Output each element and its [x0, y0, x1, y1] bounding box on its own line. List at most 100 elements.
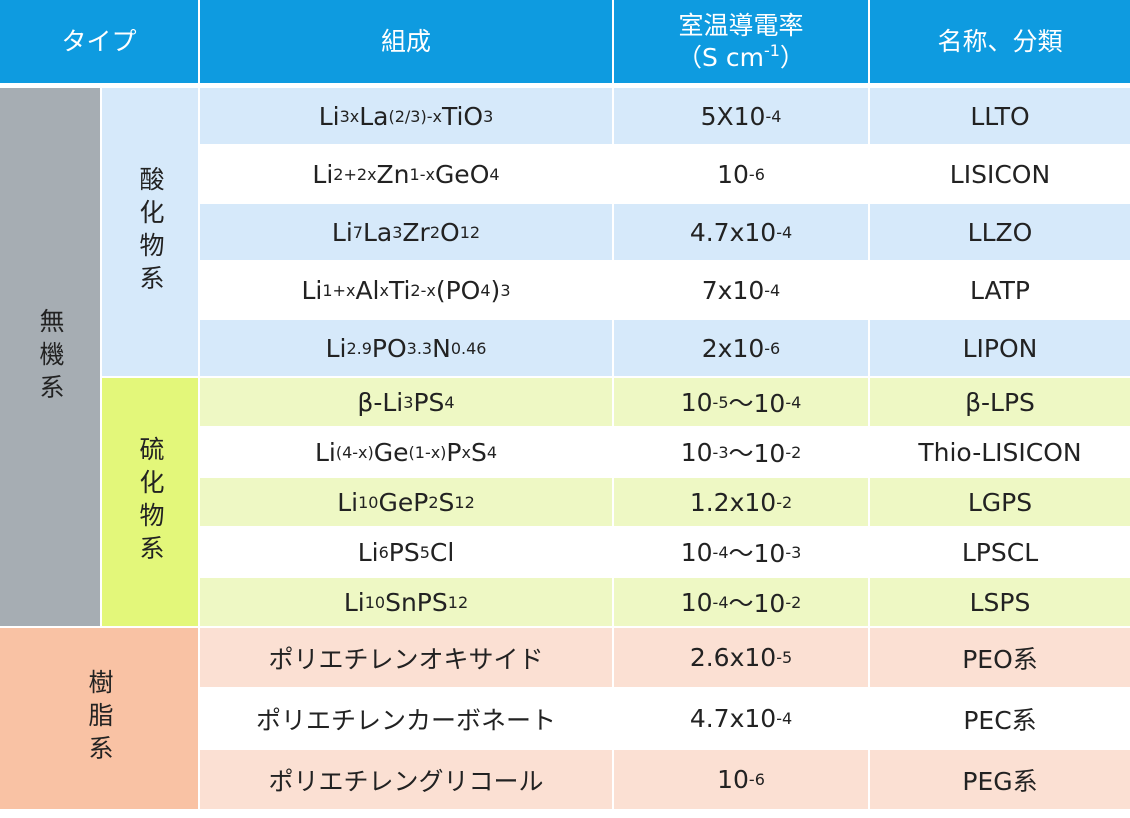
superscript: -5: [712, 392, 729, 412]
header-cell: 名称、分類: [870, 0, 1130, 83]
superscript: -4: [765, 106, 782, 126]
name-cell: LATP: [870, 262, 1130, 318]
subscript: 4: [486, 442, 498, 462]
text-part: Li: [301, 275, 323, 305]
subscript: 3: [483, 106, 494, 126]
text-part: Al: [355, 275, 380, 305]
conductivity-cell: 10 -6: [614, 146, 868, 202]
type-cell: 酸化物系: [102, 88, 198, 376]
text-part: Ti: [388, 275, 411, 305]
subscript: 2.9: [346, 338, 372, 358]
header-line: 室温導電率: [678, 10, 804, 40]
text-part: GeO: [434, 159, 490, 189]
text-part: ～10: [728, 439, 786, 468]
subscript: 7: [352, 222, 363, 242]
header-cell: タイプ: [0, 0, 198, 83]
superscript: -2: [785, 592, 802, 612]
composition-cell: Li 2+2x Zn 1-x GeO 4: [200, 146, 612, 202]
subscript: 6: [378, 542, 389, 562]
text-part: 4.7x10: [689, 217, 777, 247]
composition-cell: Li 10 SnPS 12: [200, 578, 612, 626]
subscript: 4: [444, 392, 455, 412]
text-part: Li: [357, 537, 379, 567]
conductivity-cell: 10 -4 ～10 -2: [614, 578, 868, 626]
text-part: ～10: [728, 589, 786, 618]
subscript: x: [379, 280, 389, 300]
subscript: (4-x): [335, 442, 374, 462]
superscript: -4: [712, 542, 729, 562]
subscript: x: [461, 442, 471, 462]
superscript: -4: [712, 592, 729, 612]
text-part: 10: [680, 437, 713, 467]
text-part: Li: [343, 587, 365, 617]
text-part: 10: [717, 765, 749, 794]
subscript: 4: [489, 164, 500, 184]
text-part: Li: [318, 101, 340, 131]
text-part: ）: [779, 42, 805, 72]
composition-cell: Li 7 La 3 Zr 2 O 12: [200, 204, 612, 260]
subscript: 3: [392, 222, 403, 242]
subscript: 12: [454, 492, 475, 512]
subscript: 4: [480, 280, 491, 300]
text-part: PS: [388, 537, 420, 567]
text-part: ポリエチレングリコール: [268, 766, 544, 796]
superscript: -4: [764, 280, 781, 300]
text-part: S: [470, 437, 487, 467]
conductivity-cell: 10 -4 ～10 -3: [614, 528, 868, 576]
text-part: 10: [680, 537, 713, 567]
text-part: 4.7x10: [689, 704, 777, 733]
text-part: P: [446, 437, 462, 467]
text-part: Cl: [429, 537, 455, 567]
superscript: -2: [785, 442, 802, 462]
text-part: ～10: [728, 389, 786, 418]
subscript: 3: [500, 280, 511, 300]
name-cell: LPSCL: [870, 528, 1130, 576]
text-part: Li: [337, 487, 359, 517]
text-part: (PO: [435, 275, 481, 305]
conductivity-cell: 10 -5 ～10 -4: [614, 378, 868, 426]
subscript: 1+x: [322, 280, 356, 300]
text-part: PO: [371, 333, 407, 363]
subscript: (2/3)-x: [388, 106, 442, 126]
superscript: -2: [776, 492, 793, 512]
superscript: -4: [776, 222, 793, 242]
type-cell: 硫化物系: [102, 378, 198, 626]
conductivity-cell: 10 -6: [614, 750, 868, 809]
name-cell: PEO系: [870, 628, 1130, 687]
superscript: -6: [764, 338, 781, 358]
text-part: Zr: [402, 217, 430, 247]
text-part: Li: [312, 159, 334, 189]
subscript: 3: [403, 392, 414, 412]
text-part: N: [432, 333, 451, 363]
subscript: (1-x): [408, 442, 447, 462]
text-part: Li: [325, 333, 347, 363]
text-part: ): [490, 275, 501, 305]
name-cell: LGPS: [870, 478, 1130, 526]
conductivity-cell: 1.2x10 -2: [614, 478, 868, 526]
conductivity-cell: 2.6x10 -5: [614, 628, 868, 687]
conductivity-cell: 2x10 -6: [614, 320, 868, 376]
subscript: 2: [428, 492, 439, 512]
name-cell: β-LPS: [870, 378, 1130, 426]
subscript: 0.46: [450, 338, 487, 358]
composition-cell: ポリエチレンカーボネート: [200, 689, 612, 748]
text-part: 1.2x10: [689, 487, 777, 517]
header-cell: 室温導電率 （S cm-1）: [614, 0, 868, 83]
text-part: 10: [680, 387, 713, 417]
superscript: -6: [748, 164, 765, 184]
subscript: 2-x: [410, 280, 436, 300]
composition-cell: Li 6 PS 5 Cl: [200, 528, 612, 576]
name-cell: PEC系: [870, 689, 1130, 748]
text-part: S: [438, 487, 455, 517]
subscript: 2: [429, 222, 441, 242]
text-part: 5X10: [700, 101, 766, 131]
name-cell: LISICON: [870, 146, 1130, 202]
name-cell: LIPON: [870, 320, 1130, 376]
name-cell: PEG系: [870, 750, 1130, 809]
composition-cell: β-Li 3 PS 4: [200, 378, 612, 426]
text-part: （S cm: [677, 42, 764, 72]
text-part: 10: [680, 587, 713, 617]
header-line: （S cm-1）: [677, 41, 805, 73]
subscript: 5: [419, 542, 430, 562]
